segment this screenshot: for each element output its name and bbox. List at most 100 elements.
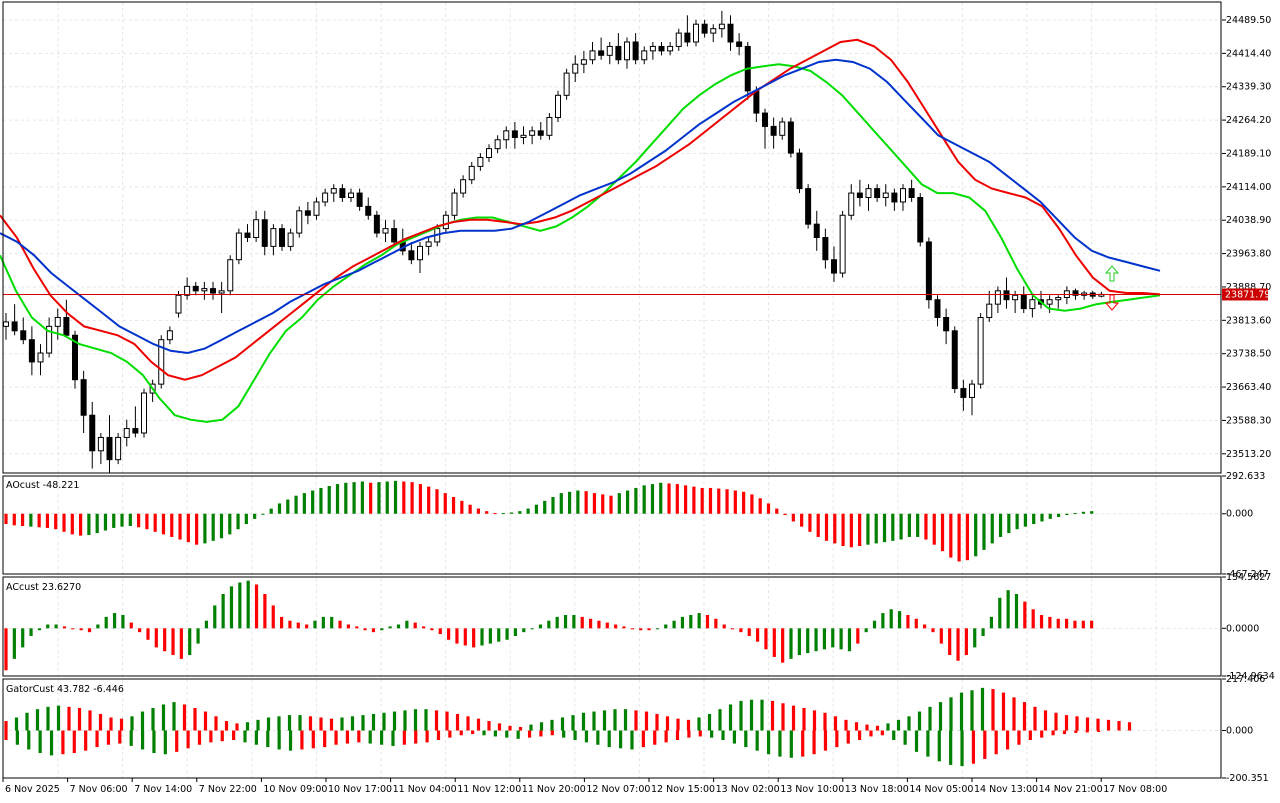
candle [839,214,846,274]
gator-upper-bar [1106,719,1111,731]
gator-lower-bar [983,730,987,759]
gator-lower-bar [721,730,725,741]
gator-upper-bar [613,709,617,731]
ao-bar [907,513,911,537]
ac-bar [54,624,58,629]
y-tick-label: 24414.40 [1226,48,1271,59]
ao-bar [667,483,671,514]
candle [442,214,449,230]
ao-bar [45,513,50,528]
gator-lower-bar [448,730,452,738]
ac-bar [1006,590,1010,629]
ao-bar [982,513,986,550]
ao-bar [451,496,456,514]
x-tick-label: 7 Nov 14:00 [134,784,192,795]
ao-bar [476,508,481,514]
ao-bar [228,513,232,535]
ao-bar [219,513,224,539]
x-tick-label: 14 Nov 05:00 [909,784,973,795]
candle [270,228,277,247]
gator-upper-bar [1096,718,1100,731]
gator-upper-bar [844,719,848,731]
ao-bar [1065,513,1069,516]
ac-bar [839,628,843,650]
ao-bar [485,511,489,514]
candle [1020,294,1027,310]
ao-bar [178,513,182,540]
ac-bar [614,624,618,629]
ac-bar [1073,620,1077,629]
candle [72,334,78,381]
candle [710,28,717,34]
candle [718,23,725,30]
candle [529,130,536,136]
ao-bar [29,513,33,527]
gator-upper-bar [749,699,754,731]
candle [123,428,130,438]
gator-lower-bar [140,730,145,750]
gator-upper-bar [46,706,50,731]
gator-upper-bar [350,716,355,731]
ac-bar [739,628,743,633]
ao-bar [319,487,323,514]
candle [408,250,415,261]
ac-bar [1031,609,1035,629]
gator-upper-bar [602,710,607,731]
candle [994,290,1001,305]
candle [356,192,363,207]
ac-bar [797,628,801,656]
ac-bar [455,628,459,644]
gator-upper-bar [77,708,82,731]
ao-bar [509,512,514,514]
ao-bar [170,513,174,537]
ao-bar [393,480,398,514]
ao-bar [1040,513,1044,522]
gator-upper-bar [382,712,386,731]
candle [865,188,872,199]
candle [589,50,596,61]
gator-upper-bar [35,709,40,731]
ac-bar [672,620,676,629]
gator-lower-bar [573,730,577,741]
gator-upper-bar [487,721,491,731]
ao-bar [161,513,166,535]
ac-bar [104,616,108,629]
ac-bar [46,624,50,629]
ao-bar [675,484,679,514]
ac-bar [396,624,401,629]
candle [796,152,803,190]
gator-upper-bar [812,710,817,731]
ao-bar [385,481,389,514]
gator-lower-bar [949,730,953,765]
ao-bar [236,513,240,530]
ac-bar [1064,618,1069,629]
gator-lower-bar [710,730,714,738]
ao-bar [526,508,530,514]
ac-bar [221,593,225,629]
candle [649,45,656,52]
ao-bar [1007,513,1011,534]
candle [615,45,622,61]
candle [641,50,648,61]
y-tick-label: -467.247 [1226,569,1269,580]
candle [97,436,104,452]
ac-bar [204,620,209,629]
ac-bar [413,622,417,629]
ao-bar [244,513,248,525]
candle [417,245,423,261]
gator-lower-bar [277,730,281,750]
candle [546,117,553,136]
gator-upper-bar [214,716,218,731]
candle [563,72,570,96]
candle [1012,294,1019,301]
candle [537,130,544,136]
candle [598,50,605,56]
gator-lower-bar [163,730,167,755]
pane-frame-1 [2,475,1222,575]
ac-bar [697,613,701,629]
ac-bar [129,622,133,629]
ac-bar [313,620,317,629]
candle [736,41,743,47]
